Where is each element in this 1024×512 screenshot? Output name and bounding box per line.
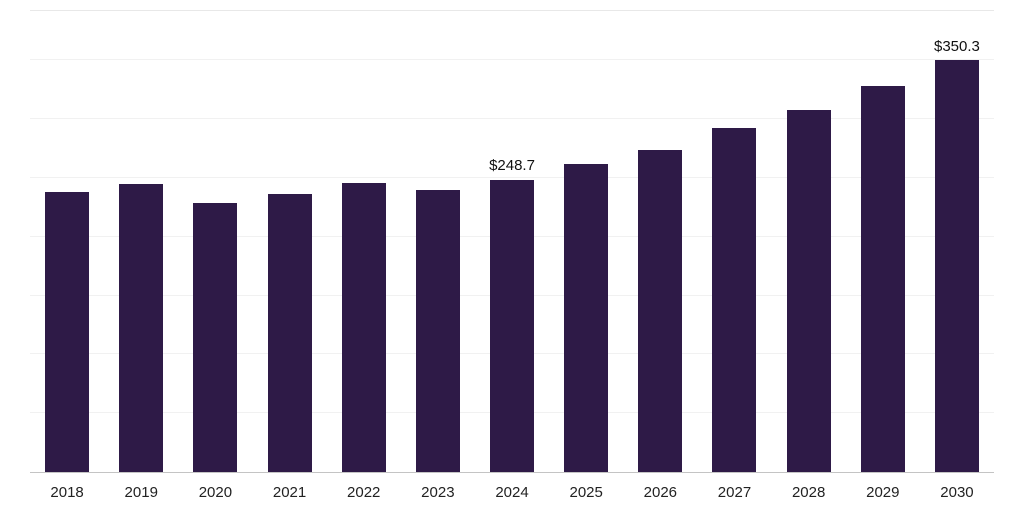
- bar-2021: [267, 194, 312, 472]
- gridline-300: [30, 118, 994, 120]
- x-tick-label-2027: 2027: [717, 484, 752, 501]
- bars-container: $248.7 $350.3: [30, 11, 994, 472]
- gridline-350: [30, 59, 994, 61]
- bar-slot-2025: [549, 11, 623, 472]
- bar-2020: [193, 203, 238, 472]
- bar-slot-2027: [697, 11, 771, 472]
- bar-2030: [934, 60, 979, 472]
- bar-slot-2018: [30, 11, 104, 472]
- x-tick-label-2024: 2024: [495, 484, 529, 501]
- bar-slot-2022: [327, 11, 401, 472]
- bar-2028: [786, 109, 831, 472]
- bar-2026: [638, 149, 683, 472]
- x-tick-label-2029: 2029: [866, 484, 900, 501]
- x-tick-label-2026: 2026: [643, 484, 678, 501]
- bar-2024: [490, 179, 535, 472]
- bar-slot-2029: [846, 11, 920, 472]
- bar-slot-2028: [772, 11, 846, 472]
- bar-slot-2021: [252, 11, 326, 472]
- x-tick-label-2022: 2022: [347, 484, 381, 501]
- x-axis: 2018 2019 2020 2021 2022 2023 2024 2025 2026 2027…: [30, 473, 994, 512]
- x-tick-label-2025: 2025: [569, 484, 603, 501]
- x-tick-label-2019: 2019: [124, 484, 158, 501]
- x-tick-label-2020: 2020: [198, 484, 233, 501]
- x-tick-label-2030: 2030: [940, 484, 974, 501]
- bar-slot-2026: [623, 11, 697, 472]
- value-label-2024: $248.7: [489, 157, 535, 175]
- bar-2022: [341, 182, 386, 472]
- x-tick-label-2018: 2018: [50, 484, 84, 501]
- plot-area: $248.7 $350.3: [30, 10, 994, 473]
- x-tick-label-2021: 2021: [272, 484, 307, 501]
- bar-2027: [712, 128, 757, 472]
- bar-slot-2023: [401, 11, 475, 472]
- bar-slot-2020: [178, 11, 252, 472]
- bar-2019: [119, 184, 164, 472]
- bar-2023: [415, 189, 460, 472]
- value-label-2030: $350.3: [934, 37, 980, 55]
- bar-2018: [45, 192, 90, 472]
- x-tick-label-2023: 2023: [421, 484, 455, 501]
- bar-slot-2030: $350.3: [920, 11, 994, 472]
- x-tick-label-2028: 2028: [791, 484, 826, 501]
- bar-2029: [860, 85, 905, 472]
- gridline-250: [30, 177, 994, 178]
- bar-2025: [564, 164, 609, 472]
- bar-slot-2019: [104, 11, 178, 472]
- bar-slot-2024: $248.7: [475, 11, 549, 472]
